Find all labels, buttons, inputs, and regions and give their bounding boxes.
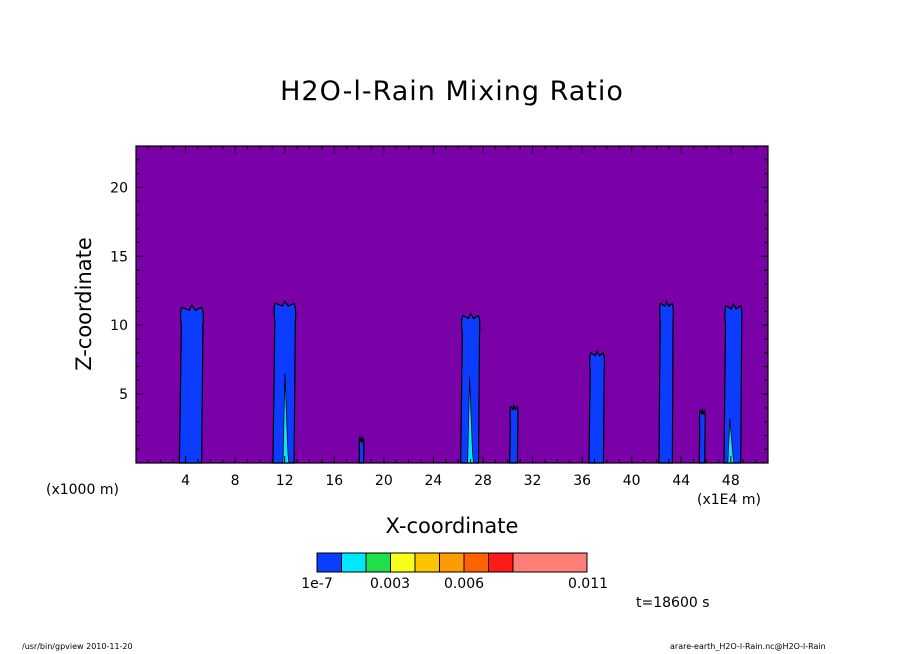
- plot-frame: [135, 145, 769, 464]
- colorbar-segment: [414, 552, 440, 573]
- rain-cell: [178, 304, 204, 464]
- x-tick-label: 36: [573, 473, 591, 489]
- rain-cell: [588, 349, 606, 464]
- colorbar-segment: [341, 552, 367, 573]
- colorbar-segment: [390, 552, 416, 573]
- rain-cell: [658, 299, 674, 464]
- rain-cell: [509, 404, 519, 464]
- x-tick-label: 32: [524, 473, 542, 489]
- footer-right: arare-earth_H2O-l-Rain.nc@H2O-l-Rain: [670, 642, 826, 651]
- colorbar-segment: [365, 552, 391, 573]
- colorbar-segment: [488, 552, 514, 573]
- y-tick-label: 10: [110, 318, 128, 334]
- colorbar-label: 1e-7: [301, 576, 333, 592]
- colorbar-segment: [439, 552, 465, 573]
- x-tick-label: 24: [424, 473, 442, 489]
- x-tick-label: 12: [276, 473, 294, 489]
- colorbar-label: 0.003: [369, 576, 411, 592]
- y-axis-label: Z-coordinate: [72, 237, 96, 371]
- x-unit-note: (x1000 m): [46, 482, 119, 498]
- footer-left: /usr/bin/gpview 2010-11-20: [22, 642, 133, 651]
- colorbar-segment: [316, 552, 342, 573]
- rain-cell: [723, 302, 743, 464]
- y-tick-label: 15: [110, 249, 128, 265]
- x-tick-label: 20: [375, 473, 393, 489]
- x-tick-label: 28: [474, 473, 492, 489]
- time-label: t=18600 s: [636, 595, 710, 611]
- x-tick-label: 16: [325, 473, 343, 489]
- x-tick-label: 4: [181, 473, 190, 489]
- x-axis-label: X-coordinate: [385, 514, 519, 538]
- colorbar-segment: [512, 552, 588, 573]
- x-tick-label: 8: [231, 473, 240, 489]
- rain-cell: [272, 299, 297, 464]
- chart-title: H2O-l-Rain Mixing Ratio: [280, 76, 624, 107]
- colorbar-label: 0.011: [567, 576, 609, 592]
- x-unit-note-right: (x1E4 m): [697, 492, 761, 508]
- x-tick-label: 44: [672, 473, 690, 489]
- rain-cell: [358, 435, 365, 464]
- colorbar-label: 0.006: [443, 576, 485, 592]
- colorbar-segment: [463, 552, 489, 573]
- y-tick-label: 20: [110, 180, 128, 196]
- rain-cell: [698, 408, 706, 464]
- x-tick-label: 40: [623, 473, 641, 489]
- x-tick-label: 48: [722, 473, 740, 489]
- y-tick-label: 5: [119, 387, 128, 403]
